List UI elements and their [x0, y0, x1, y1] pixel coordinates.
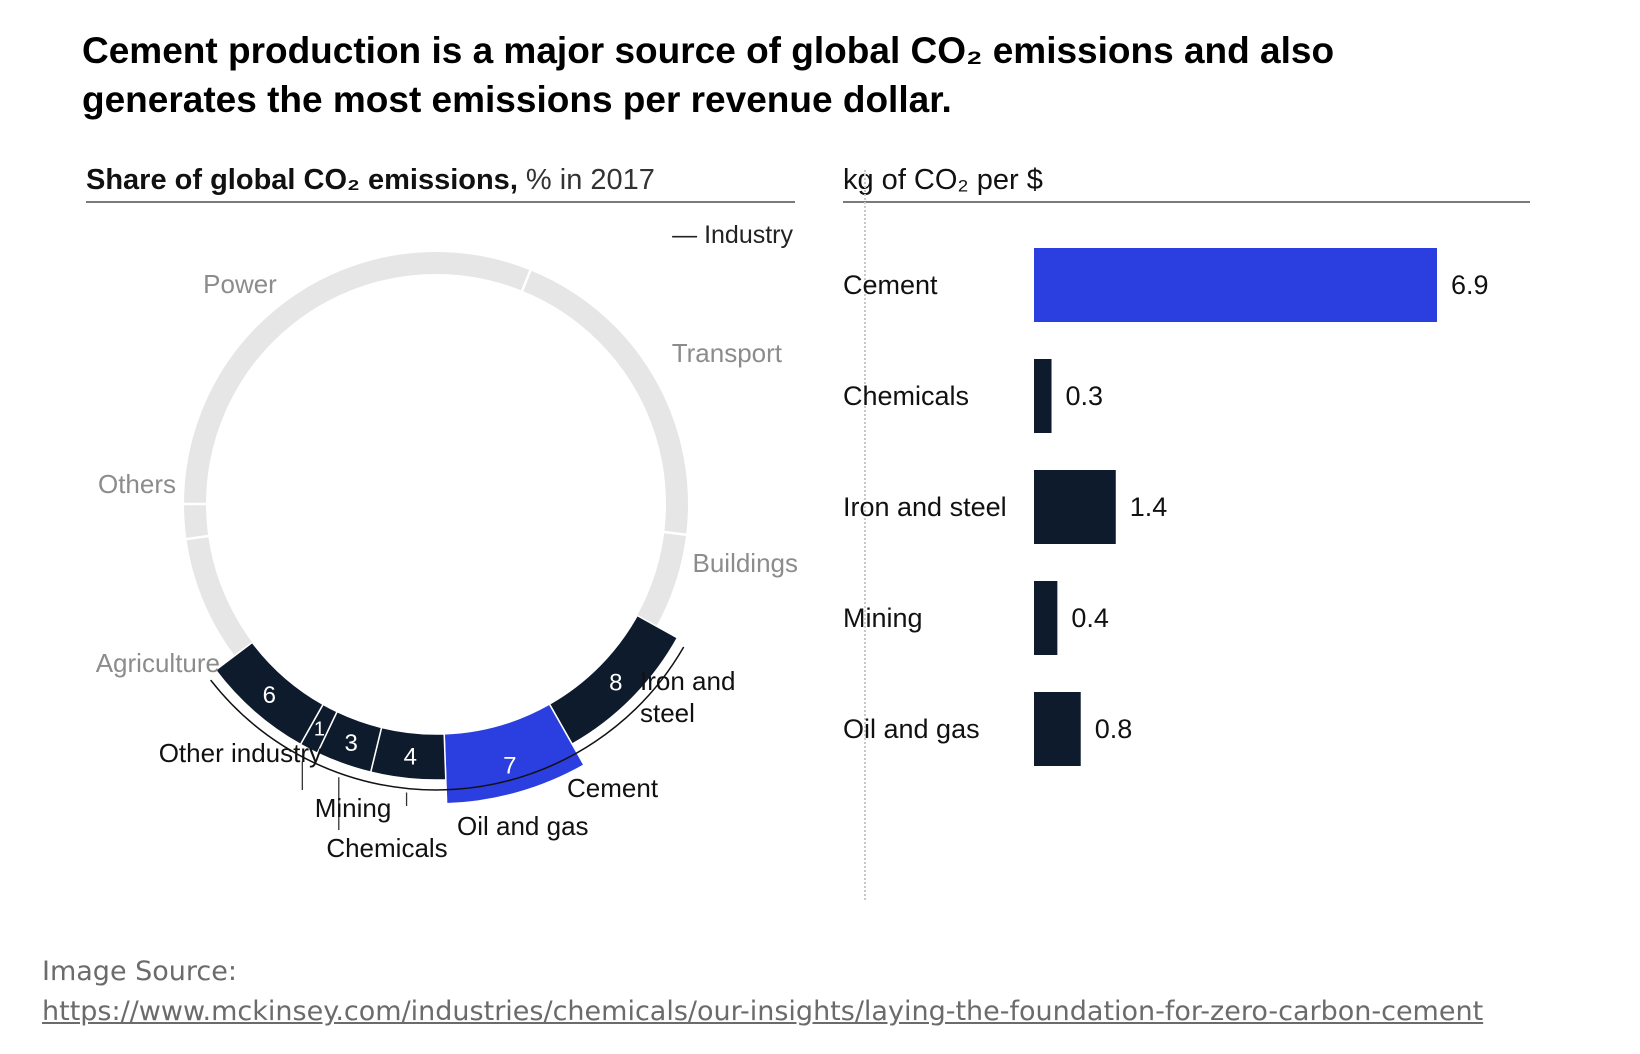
- donut-panel-title: Share of global CO₂ emissions, % in 2017: [86, 162, 655, 198]
- donut-label-other-industry: Other industry: [159, 738, 322, 768]
- bar-value-iron-and-steel: 1.4: [1130, 492, 1168, 522]
- donut-arcs: [182, 252, 689, 805]
- bar-value-cement: 6.9: [1451, 270, 1489, 300]
- donut-label-chemicals: Chemicals: [326, 833, 447, 863]
- bar-value-mining: 0.4: [1071, 603, 1109, 633]
- bar-category-oil-and-gas: Oil and gas: [843, 714, 980, 744]
- bar-iron-and-steel: [1034, 470, 1116, 544]
- donut-panel-rule: [86, 201, 795, 203]
- image-source: Image Source: https://www.mckinsey.com/i…: [42, 952, 1483, 1032]
- bar-category-mining: Mining: [843, 603, 923, 633]
- bar-value-chemicals: 0.3: [1066, 381, 1104, 411]
- donut-context-separator: [184, 534, 211, 541]
- donut-value-iron-and-steel: 8: [609, 670, 622, 697]
- bar-mining: [1034, 581, 1058, 655]
- donut-label-agriculture: Agriculture: [96, 648, 220, 678]
- bar-cement: [1034, 248, 1437, 322]
- chart-title-line-1: Cement production is a major source of g…: [82, 30, 1335, 71]
- donut-labels: 8 7 4 31 6 Power Transport Buildings Agriculture…: [96, 269, 798, 863]
- bar-panel-title: kg of CO₂ per $: [843, 164, 1043, 196]
- donut-label-iron-and-steel: steel: [640, 698, 695, 728]
- donut-label-power: Power: [203, 269, 277, 299]
- donut-context-separator: [662, 530, 689, 537]
- image-source-label: Image Source:: [42, 956, 237, 987]
- donut-value-cement: 7: [503, 752, 516, 779]
- chart-title-line-2: generates the most emissions per revenue…: [82, 79, 952, 120]
- donut-context-separator: [520, 268, 533, 294]
- bar-chemicals: [1034, 359, 1052, 433]
- donut-label-oil-and-gas: Oil and gas: [457, 811, 589, 841]
- donut-label-others: Others: [98, 469, 176, 499]
- donut-value-mining: 1: [314, 719, 325, 741]
- panel-divider: [864, 170, 866, 900]
- industry-legend: — Industry: [672, 221, 793, 249]
- bar-oil-and-gas: [1034, 692, 1081, 766]
- donut-label-iron-and-steel: Iron and: [640, 666, 735, 696]
- donut-value-other-industry: 6: [263, 682, 276, 709]
- donut-segment-other-industry: [214, 641, 325, 746]
- donut-value-oil-and-gas: 4: [404, 743, 417, 770]
- industry-bracket: [210, 646, 685, 791]
- bar-category-cement: Cement: [843, 270, 938, 300]
- bar-category-chemicals: Chemicals: [843, 381, 969, 411]
- donut-label-cement: Cement: [567, 773, 659, 803]
- donut-value-chemicals: 3: [345, 730, 358, 757]
- donut-panel-title-unit: % in 2017: [517, 164, 655, 196]
- donut-label-transport: Transport: [672, 338, 783, 368]
- bar-value-oil-and-gas: 0.8: [1095, 714, 1133, 744]
- chart-title: Cement production is a major source of g…: [82, 26, 1502, 124]
- donut-label-mining: Mining: [315, 793, 392, 823]
- donut-panel-title-bold: Share of global CO₂ emissions,: [86, 164, 518, 196]
- donut-label-buildings: Buildings: [692, 548, 798, 578]
- image-source-url[interactable]: https://www.mckinsey.com/industries/chem…: [42, 996, 1484, 1027]
- bar-group: Cement 6.9 Chemicals 0.3 Iron and steel 1.4 Mi…: [843, 248, 1489, 766]
- bar-panel-rule: [843, 201, 1530, 203]
- bar-category-iron-and-steel: Iron and steel: [843, 492, 1007, 522]
